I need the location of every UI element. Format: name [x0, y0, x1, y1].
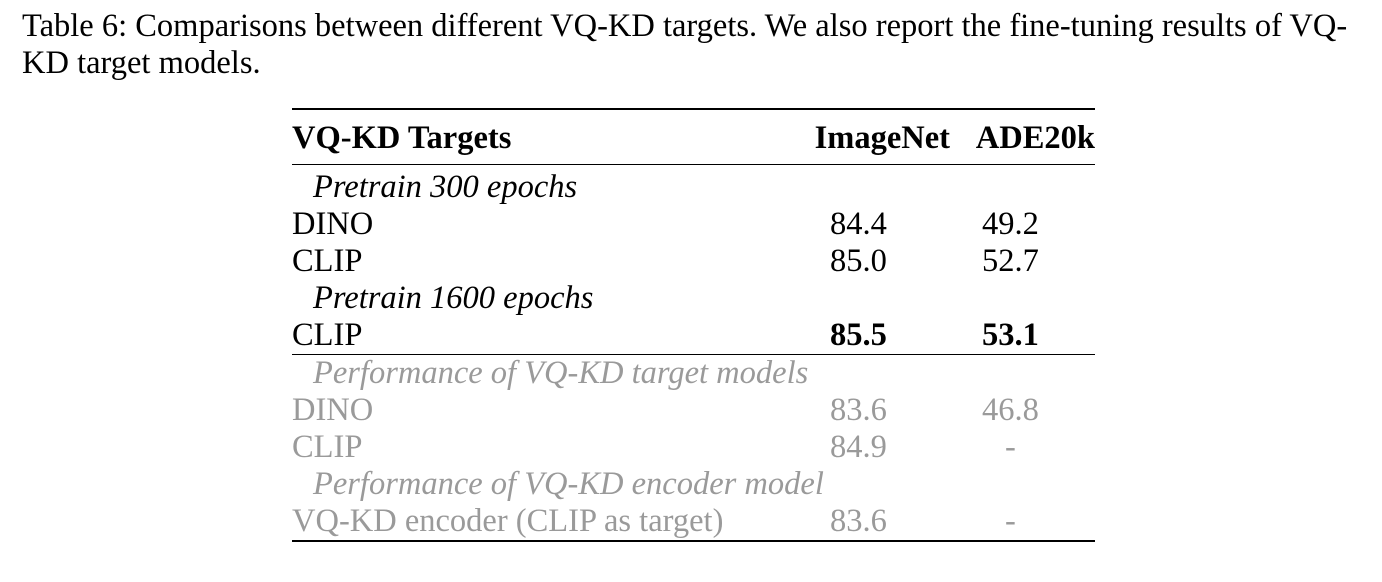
row-ade20k-value: - [950, 503, 1095, 542]
row-target: VQ-KD encoder (CLIP as target) [292, 503, 782, 542]
row-ade20k-value: 52.7 [982, 243, 1039, 279]
row-target: DINO [292, 206, 374, 242]
header-vqkd-targets: VQ-KD Targets [292, 120, 512, 156]
table-row: DINO 84.4 49.2 [292, 206, 1095, 243]
row-target: CLIP [292, 243, 363, 279]
section-header: Pretrain 300 epochs [292, 165, 1095, 207]
header-row: VQ-KD Targets ImageNet ADE20k [292, 109, 1095, 165]
comparison-table-container: VQ-KD Targets ImageNet ADE20k Pretrain 3… [292, 108, 1095, 542]
section-title-pretrain-300: Pretrain 300 epochs [313, 169, 578, 205]
row-target: CLIP [292, 317, 363, 353]
row-ade20k-value: 49.2 [982, 206, 1039, 242]
row-imagenet-value-best: 85.5 [830, 317, 887, 353]
section-title-pretrain-1600: Pretrain 1600 epochs [313, 280, 594, 316]
table-row: CLIP 84.9 - [292, 429, 1095, 466]
table-row: CLIP 85.0 52.7 [292, 243, 1095, 280]
row-imagenet-value: 84.9 [830, 429, 887, 465]
section-title-encoder-model: Performance of VQ-KD encoder model [313, 466, 824, 502]
row-ade20k-value: - [1005, 429, 1016, 465]
table-row: CLIP 85.5 53.1 [292, 317, 1095, 355]
row-imagenet-value: 83.6 [830, 392, 887, 428]
section-header: Performance of VQ-KD target models [292, 354, 1095, 392]
row-target: CLIP [292, 429, 363, 465]
header-ade20k: ADE20k [975, 120, 1095, 156]
section-header: Pretrain 1600 epochs [292, 280, 1095, 317]
table-caption: Table 6: Comparisons between different V… [22, 8, 1348, 81]
header-imagenet: ImageNet [814, 120, 950, 156]
section-header: Performance of VQ-KD encoder model [292, 466, 1095, 503]
section-title-target-models: Performance of VQ-KD target models [292, 354, 1095, 392]
row-imagenet-value: 84.4 [830, 206, 887, 242]
row-imagenet-value: 83.6 [782, 503, 950, 542]
vqkd-targets-table: VQ-KD Targets ImageNet ADE20k Pretrain 3… [292, 108, 1095, 542]
table-row: DINO 83.6 46.8 [292, 392, 1095, 429]
row-target: DINO [292, 392, 374, 428]
table-row: VQ-KD encoder (CLIP as target) 83.6 - [292, 503, 1095, 542]
row-ade20k-value-best: 53.1 [982, 317, 1039, 353]
row-ade20k-value: 46.8 [982, 392, 1039, 428]
row-imagenet-value: 85.0 [830, 243, 887, 279]
